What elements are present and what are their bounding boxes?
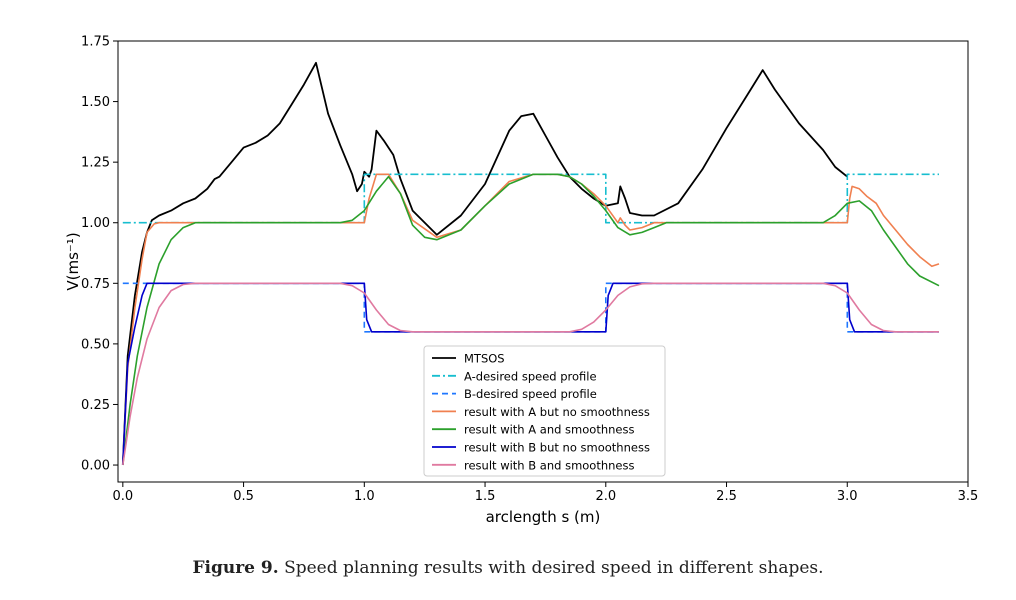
- y-tick-label: 0.75: [81, 277, 110, 292]
- legend-box: [423, 345, 666, 477]
- series-line-1: [121, 61, 848, 466]
- series-line-5: [122, 173, 940, 466]
- axes: 0.0 0.5 1.0 1.5 2.0 2.5 3.0 3.5 0.00 0.25 0.50 0.75…: [64, 35, 978, 527]
- x-axis-label: arclength s (m): [486, 508, 601, 526]
- legend-label-7: result with B and smoothness: [464, 458, 635, 472]
- y-axis-label: V(ms⁻¹): [64, 232, 82, 290]
- legend-label-5: result with A and smoothness: [464, 423, 634, 437]
- plot-area: [121, 61, 940, 466]
- legend-label-2: A-desired speed profile: [464, 369, 597, 383]
- legend-label-1: MTSOS: [464, 352, 505, 366]
- y-tick-label: 0.00: [81, 459, 110, 474]
- y-tick-label: 1.00: [81, 216, 110, 231]
- y-tick-label: 0.25: [81, 398, 110, 413]
- x-tick-label: 0.5: [233, 489, 254, 504]
- series-line-2: [122, 173, 939, 224]
- legend-label-3: B-desired speed profile: [464, 387, 597, 401]
- figure-caption: Figure 9. Speed planning results with de…: [0, 558, 1016, 578]
- axes-frame: [117, 40, 969, 483]
- caption-text: Speed planning results with desired spee…: [284, 558, 824, 578]
- y-tick-label: 1.25: [81, 156, 110, 171]
- y-tick-label: 1.50: [81, 95, 110, 110]
- x-tick-label: 2.5: [716, 489, 737, 504]
- y-tick-label: 1.75: [81, 35, 110, 50]
- legend-label-4: result with A but no smoothness: [464, 405, 650, 419]
- series-line-3: [122, 282, 939, 333]
- x-tick-label: 2.0: [595, 489, 616, 504]
- x-tick-label: 0.0: [112, 489, 133, 504]
- legend-label-6: result with B but no smoothness: [464, 441, 650, 455]
- x-tick-label: 1.5: [475, 489, 496, 504]
- legend: MTSOS A-desired speed profile B-desired sp…: [423, 345, 666, 477]
- x-tick-label: 3.5: [958, 489, 979, 504]
- caption-label: Figure 9.: [192, 558, 279, 578]
- x-tick-label: 3.0: [837, 489, 858, 504]
- y-tick-label: 0.50: [81, 337, 110, 352]
- series-line-6: [122, 282, 939, 466]
- series-line-7: [122, 282, 939, 466]
- x-tick-label: 1.0: [354, 489, 375, 504]
